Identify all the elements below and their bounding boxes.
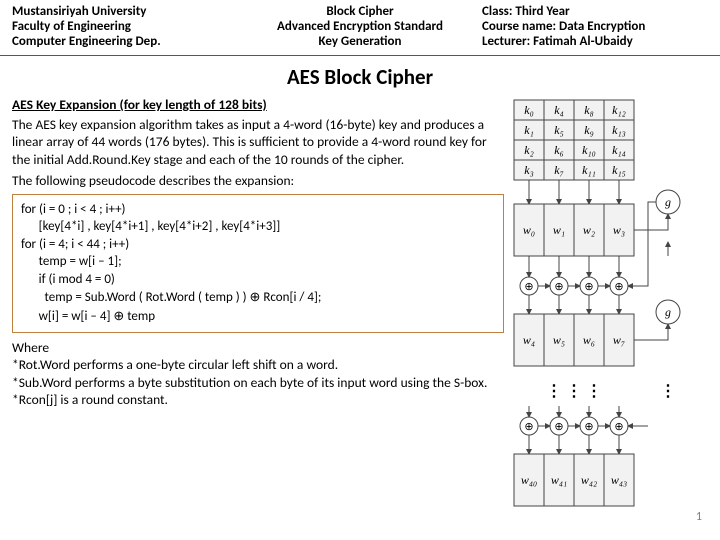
body-wrap: AES Key Expansion (for key length of 128…	[0, 96, 720, 521]
svg-text:⊕: ⊕	[524, 421, 533, 433]
svg-text:w₂: w₂	[583, 223, 595, 237]
key-expansion-diagram: k₀ k₄ k₈ k₁₂ k₁ k₅ k₉ k₁₃ k₂ k₆ k₁₀ k₁₄ …	[508, 96, 708, 516]
svg-text:k₃: k₃	[524, 163, 534, 177]
class-year: Class: Third Year	[482, 4, 708, 19]
svg-text:g: g	[665, 305, 671, 319]
code-line: [key[4*i] , key[4*i+1] , key[4*i+2] , ke…	[21, 218, 495, 236]
svg-text:w₇: w₇	[613, 333, 625, 347]
svg-text:k₁₁: k₁₁	[582, 163, 596, 177]
code-line: temp = Sub.Word ( Rot.Word ( temp ) ) ⊕ …	[21, 288, 495, 307]
xor-icon: ⊕	[250, 289, 261, 304]
header-right: Class: Third Year Course name: Data Encr…	[476, 4, 708, 49]
header-left: Mustansiriyah University Faculty of Engi…	[12, 4, 244, 49]
w-row-bot: w₄₀ w₄₁ w₄₂ w₄₃	[514, 454, 634, 506]
dept-name: Computer Engineering Dep.	[12, 34, 244, 49]
topic-2: Advanced Encryption Standard	[244, 19, 476, 34]
code-fragment: Rcon[i / 4];	[260, 290, 321, 305]
svg-text:w₆: w₆	[583, 333, 595, 347]
svg-text:k₁₂: k₁₂	[612, 103, 626, 117]
right-column: k₀ k₄ k₈ k₁₂ k₁ k₅ k₉ k₁₃ k₂ k₆ k₁₀ k₁₄ …	[508, 96, 708, 521]
svg-text:k₆: k₆	[554, 143, 564, 157]
left-column: AES Key Expansion (for key length of 128…	[12, 96, 504, 521]
code-fragment: w[i] = w[i – 4]	[21, 309, 113, 324]
svg-text:k₄: k₄	[554, 103, 564, 117]
svg-text:⊕: ⊕	[554, 421, 563, 433]
svg-text:⊕: ⊕	[614, 281, 623, 293]
svg-text:g: g	[665, 195, 671, 209]
pseudocode-box: for (i = 0 ; i < 4 ; i++) [key[4*i] , ke…	[12, 194, 504, 333]
ellipsis-icon: ⋮ ⋮ ⋮	[546, 383, 602, 400]
svg-text:w₄: w₄	[523, 333, 535, 347]
svg-text:⊕: ⊕	[584, 281, 593, 293]
svg-text:w₅: w₅	[553, 333, 565, 347]
topic-1: Block Cipher	[244, 4, 476, 19]
svg-text:w₁: w₁	[553, 223, 565, 237]
faculty-name: Faculty of Engineering	[12, 19, 244, 34]
k-grid: k₀ k₄ k₈ k₁₂ k₁ k₅ k₉ k₁₃ k₂ k₆ k₁₀ k₁₄ …	[514, 100, 634, 180]
svg-text:w₄₂: w₄₂	[581, 473, 597, 487]
svg-text:w₄₁: w₄₁	[551, 473, 567, 487]
svg-text:k₁₀: k₁₀	[582, 143, 596, 157]
svg-text:k₁₅: k₁₅	[612, 163, 626, 177]
code-line: for (i = 0 ; i < 4 ; i++)	[21, 201, 495, 219]
svg-text:k₀: k₀	[524, 103, 534, 117]
svg-text:w₃: w₃	[613, 223, 625, 237]
code-line: w[i] = w[i – 4] ⊕ temp	[21, 307, 495, 326]
uni-name: Mustansiriyah University	[12, 4, 244, 19]
course-name: Course name: Data Encryption	[482, 19, 708, 34]
topic-3: Key Generation	[244, 34, 476, 49]
w-row-top: w₀ w₁ w₂ w₃	[514, 204, 634, 256]
svg-text:k₈: k₈	[584, 103, 594, 117]
paragraph-2: The following pseudocode describes the e…	[12, 172, 504, 190]
svg-text:⊕: ⊕	[584, 421, 593, 433]
w-row-mid: w₄ w₅ w₆ w₇	[514, 314, 634, 366]
svg-text:k₁: k₁	[524, 123, 534, 137]
page-title: AES Block Cipher	[0, 64, 720, 90]
where-line: *Rot.Word performs a one-byte circular l…	[12, 356, 504, 374]
code-line: temp = w[i – 1];	[21, 253, 495, 271]
code-fragment: temp = Sub.Word ( Rot.Word ( temp ) )	[21, 290, 250, 305]
lecture-header: Mustansiriyah University Faculty of Engi…	[0, 0, 720, 56]
svg-text:k₅: k₅	[554, 123, 564, 137]
code-line: for (i = 4; i < 44 ; i++)	[21, 236, 495, 254]
svg-text:w₀: w₀	[523, 223, 535, 237]
page-number: 1	[696, 510, 702, 524]
lecturer-name: Lecturer: Fatimah Al-Ubaidy	[482, 34, 708, 49]
svg-text:⊕: ⊕	[614, 421, 623, 433]
code-line: if (i mod 4 = 0)	[21, 271, 495, 289]
svg-text:k₇: k₇	[554, 163, 564, 177]
svg-text:w₄₀: w₄₀	[521, 473, 537, 487]
section-heading: AES Key Expansion (for key length of 128…	[12, 96, 504, 114]
svg-text:k₉: k₉	[584, 123, 594, 137]
where-heading: Where	[12, 339, 504, 357]
where-block: Where *Rot.Word performs a one-byte circ…	[12, 339, 504, 409]
xor-icon: ⊕	[113, 308, 124, 323]
svg-text:k₂: k₂	[524, 143, 534, 157]
where-line: *Sub.Word performs a byte substitution o…	[12, 374, 504, 392]
svg-text:⊕: ⊕	[524, 281, 533, 293]
ellipsis-icon: ⋮	[660, 383, 676, 400]
svg-text:⊕: ⊕	[554, 281, 563, 293]
header-center: Block Cipher Advanced Encryption Standar…	[244, 4, 476, 49]
paragraph-1: The AES key expansion algorithm takes as…	[12, 116, 504, 169]
svg-text:k₁₄: k₁₄	[612, 143, 626, 157]
code-fragment: temp	[124, 309, 155, 324]
svg-text:k₁₃: k₁₃	[612, 123, 626, 137]
where-line: *Rcon[j] is a round constant.	[12, 391, 504, 409]
svg-text:w₄₃: w₄₃	[611, 473, 627, 487]
